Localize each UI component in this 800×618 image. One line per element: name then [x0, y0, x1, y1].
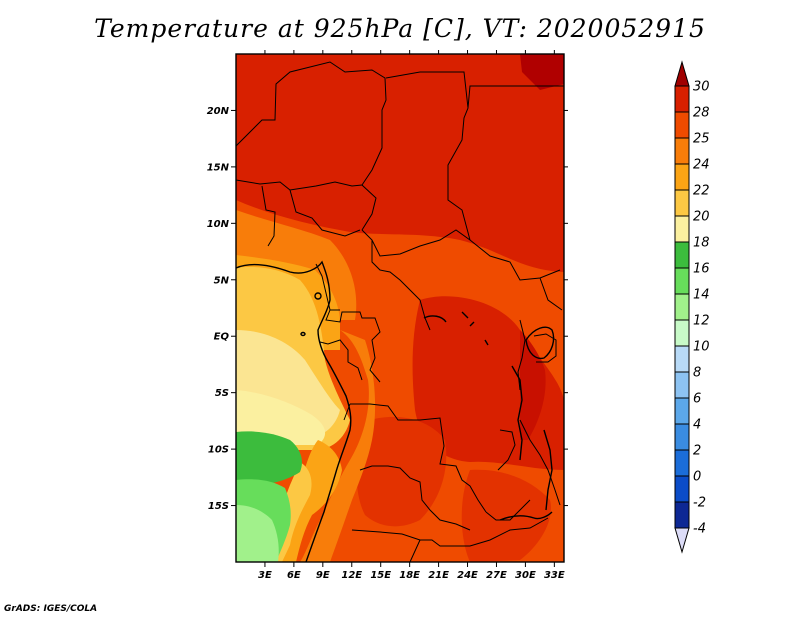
x-tick-label: 6E: [287, 570, 301, 581]
colorbar-swatch: [674, 85, 690, 113]
colorbar-label: -2: [693, 496, 706, 511]
colorbar-swatch: [674, 111, 690, 139]
map-title: Temperature at 925hPa [C], VT: 202005291…: [94, 14, 706, 43]
colorbar-swatch: [674, 475, 690, 503]
colorbar-swatch: [674, 137, 690, 165]
colorbar-swatch: [674, 241, 690, 269]
x-tick-label: 27E: [486, 570, 507, 581]
colorbar-label: 2: [693, 444, 701, 459]
colorbar-label: 8: [693, 366, 701, 381]
y-tick-label: EQ: [214, 332, 230, 343]
axis-tick-labels: 3E 6E 9E 12E 15E 18E 21E 24E 27E 30E 33E 20N 15N 10N 5…: [207, 106, 565, 581]
colorbar-label: 28: [693, 106, 710, 121]
colorbar-label: 10: [693, 340, 710, 355]
colorbar-top-arrow: [674, 60, 690, 87]
colorbar-label: 14: [693, 288, 710, 303]
temperature-field: [236, 54, 564, 562]
x-tick-label: 21E: [428, 570, 449, 581]
country-borders: [236, 61, 564, 562]
coastline: [236, 260, 555, 562]
x-tick-label: 9E: [316, 570, 330, 581]
colorbar-swatch: [674, 163, 690, 191]
colorbar-swatch: [674, 293, 690, 321]
x-tick-label: 33E: [544, 570, 565, 581]
y-tick-label: 10N: [207, 219, 230, 230]
colorbar-label: 22: [693, 184, 710, 199]
colorbar-label: 0: [693, 470, 701, 485]
colorbar-swatch: [674, 501, 690, 529]
colorbar-swatch: [674, 345, 690, 373]
colorbar-swatch: [674, 215, 690, 243]
y-tick-label: 15S: [208, 501, 229, 512]
x-tick-label: 18E: [399, 570, 420, 581]
y-tick-label: 15N: [207, 162, 230, 173]
colorbar-bottom-arrow: [674, 527, 690, 554]
axis-ticks: [231, 50, 568, 567]
colorbar-label: 6: [693, 392, 701, 407]
footer-credit: GrADS: IGES/COLA: [4, 604, 98, 614]
y-tick-label: 10S: [208, 445, 229, 456]
x-tick-label: 3E: [258, 570, 272, 581]
colorbar-swatch: [674, 371, 690, 399]
y-tick-label: 5S: [215, 388, 229, 399]
colorbar-swatch: [674, 319, 690, 347]
x-tick-label: 12E: [341, 570, 362, 581]
x-tick-label: 15E: [370, 570, 391, 581]
colorbar-swatch: [674, 267, 690, 295]
colorbar-label: 18: [693, 236, 710, 251]
colorbar-label: 4: [693, 418, 701, 433]
y-tick-label: 5N: [214, 275, 230, 286]
colorbar-label: 25: [693, 132, 710, 147]
colorbar-swatch: [674, 449, 690, 477]
colorbar-label: 12: [693, 314, 710, 329]
map-frame: [235, 53, 565, 563]
colorbar-swatch: [674, 423, 690, 451]
colorbar-label: -4: [693, 522, 706, 537]
colorbar-swatch: [674, 397, 690, 425]
colorbar-label: 30: [693, 80, 710, 95]
x-tick-label: 30E: [515, 570, 536, 581]
colorbar-swatch: [674, 189, 690, 217]
y-tick-label: 20N: [207, 106, 230, 117]
x-tick-label: 24E: [457, 570, 478, 581]
colorbar-label: 16: [693, 262, 710, 277]
colorbar-label: 20: [693, 210, 710, 225]
colorbar-label: 24: [693, 158, 710, 173]
